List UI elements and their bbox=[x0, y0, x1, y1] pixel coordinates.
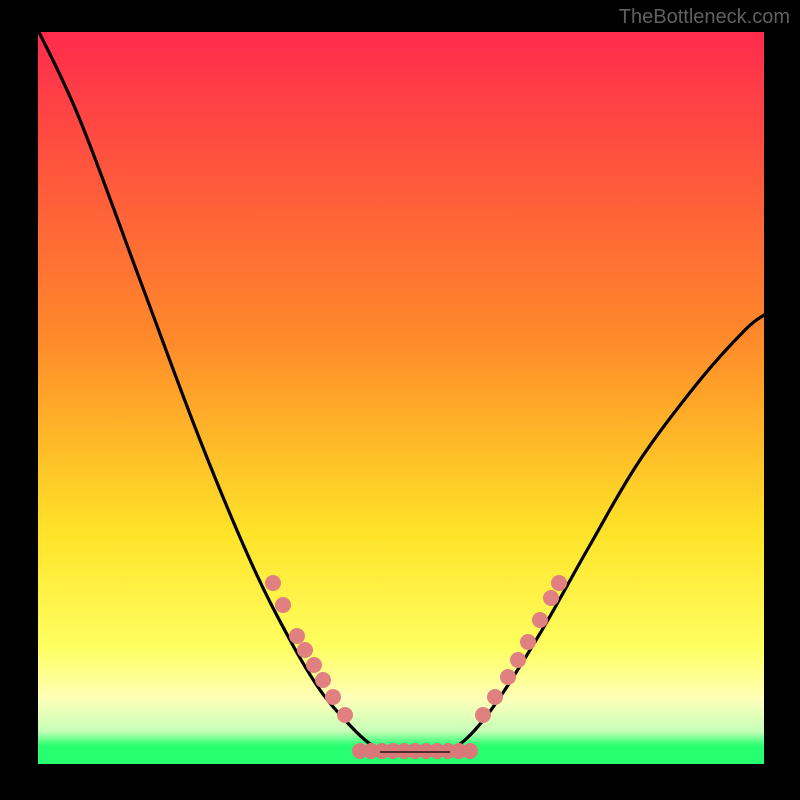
marker-point bbox=[532, 612, 548, 628]
marker-point bbox=[306, 657, 322, 673]
marker-bottom-cluster bbox=[352, 743, 478, 759]
curve-left-branch bbox=[38, 30, 380, 750]
marker-point bbox=[315, 672, 331, 688]
marker-point bbox=[475, 707, 491, 723]
marker-point bbox=[275, 597, 291, 613]
marker-point bbox=[337, 707, 353, 723]
marker-point bbox=[487, 689, 503, 705]
marker-point bbox=[543, 590, 559, 606]
marker-point bbox=[265, 575, 281, 591]
marker-point bbox=[510, 652, 526, 668]
curve-overlay bbox=[0, 0, 800, 800]
markers-right bbox=[475, 575, 567, 723]
marker-point bbox=[551, 575, 567, 591]
watermark-text: TheBottleneck.com bbox=[619, 6, 790, 29]
marker-point bbox=[297, 642, 313, 658]
chart-container: TheBottleneck.com bbox=[0, 0, 800, 800]
marker-point bbox=[289, 628, 305, 644]
marker-point bbox=[325, 689, 341, 705]
marker-point bbox=[500, 669, 516, 685]
curve-right-branch bbox=[450, 315, 764, 750]
marker-point bbox=[520, 634, 536, 650]
markers-left bbox=[265, 575, 353, 723]
